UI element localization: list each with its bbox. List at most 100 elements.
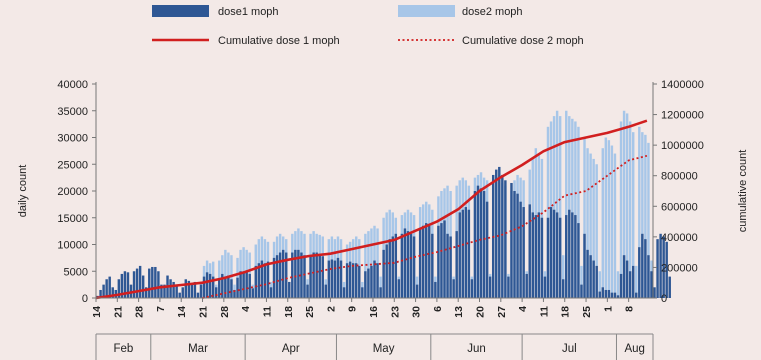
x-tick-label: 4 — [240, 306, 252, 312]
dose1-bar — [330, 259, 334, 298]
dose1-bar — [151, 266, 154, 298]
dose2-bar — [376, 228, 379, 298]
dose2-bar — [224, 249, 227, 298]
legend-cum2-label: Cumulative dose 2 moph — [462, 35, 584, 47]
dose1-bar — [443, 220, 446, 298]
dose1-bar — [345, 263, 349, 298]
dose1-bar — [324, 284, 328, 299]
month-label: May — [373, 343, 395, 355]
dose1-bar — [504, 180, 507, 298]
x-tick-label: 20 — [475, 306, 487, 318]
x-tick-label: 1 — [602, 306, 614, 312]
y-left-tick-label: 40000 — [57, 79, 88, 91]
dose1-bar — [202, 276, 206, 298]
month-label: Aug — [624, 343, 644, 355]
dose1-bar — [382, 249, 385, 298]
x-tick-label: 7 — [155, 306, 167, 312]
dose1-bar — [306, 284, 309, 299]
dose1-bar — [221, 273, 224, 298]
dose1-bar — [513, 191, 516, 298]
dose1-bar — [294, 249, 297, 298]
dose1-bar — [546, 217, 550, 298]
month-label: Feb — [113, 343, 133, 355]
legend-cum1-label: Cumulative dose 1 moph — [218, 35, 340, 47]
dose2-bar — [552, 116, 556, 298]
dose2-bar — [558, 116, 562, 298]
dose1-bar — [534, 215, 538, 298]
dose1-bar — [184, 279, 187, 298]
legend: dose1 moph dose2 moph Cumulative dose 1 mo… — [152, 5, 584, 47]
dose1-bar — [540, 217, 544, 298]
dose1-bar — [224, 276, 227, 298]
dose2-bar — [632, 132, 635, 298]
dose1-bar — [537, 212, 541, 298]
dose1-bar — [376, 263, 379, 298]
dose1-bar — [415, 284, 419, 299]
dose2-bar — [555, 110, 559, 298]
dose1-bar — [236, 277, 239, 298]
dose1-bar — [348, 261, 352, 298]
dose1-bar — [561, 279, 565, 298]
dose1-bar — [370, 265, 373, 298]
dose1-bar — [336, 257, 340, 299]
dose1-bar — [126, 272, 130, 298]
cumulative-dose2-line — [202, 154, 648, 299]
dose1-bar — [488, 276, 492, 298]
cumulative-dose1-line — [95, 119, 648, 300]
y-right-tick-label: 1400000 — [661, 79, 704, 91]
dose1-bars — [96, 166, 671, 299]
dose1-bar — [552, 209, 556, 298]
dose1-bar — [437, 225, 440, 298]
dose1-bar — [218, 279, 221, 298]
dose2-bar — [635, 265, 638, 298]
dose1-bar — [275, 255, 279, 298]
dose1-bar — [187, 280, 191, 298]
dose1-bar — [598, 291, 601, 298]
dose1-bar — [644, 239, 647, 298]
y-right-tick-label: 1200000 — [661, 110, 704, 122]
dose1-bar — [227, 275, 230, 298]
dose2-bar — [616, 271, 620, 298]
dose1-bar — [123, 271, 127, 298]
dose1-bar — [148, 268, 151, 298]
x-tick-label: 28 — [219, 306, 231, 318]
dose2-bar — [589, 153, 592, 298]
dose1-bar — [495, 169, 498, 298]
x-tick-label: 27 — [496, 306, 508, 318]
month-label: Mar — [188, 343, 208, 355]
dose1-bar — [610, 292, 614, 298]
y-left-tick-label: 25000 — [57, 159, 88, 171]
x-tick-label: 2 — [325, 306, 337, 312]
x-tick-label: 11 — [261, 306, 273, 317]
dose1-bar — [117, 279, 121, 298]
x-tick-label: 21 — [198, 306, 210, 318]
dose1-bar — [99, 289, 102, 298]
x-tick-label: 28 — [134, 306, 146, 318]
dose1-bar — [580, 284, 583, 299]
dose1-bar — [242, 272, 245, 298]
month-label: Apr — [282, 343, 300, 355]
dose1-bar — [601, 287, 604, 298]
dose1-bar — [215, 287, 218, 298]
dose1-bar — [278, 252, 282, 298]
y-right-tick-label: 200000 — [661, 262, 698, 274]
dose1-bar — [163, 284, 166, 299]
dose2-bar — [625, 113, 629, 298]
dose1-bar — [622, 255, 626, 298]
dose2-bar — [638, 126, 641, 298]
dose1-bar — [418, 228, 422, 298]
dose1-bar — [379, 287, 382, 298]
dose1-bar — [589, 255, 592, 298]
dose1-bar — [157, 271, 160, 298]
dose2-bar — [644, 134, 647, 298]
x-tick-label: 11 — [538, 306, 550, 317]
dose2-bar — [641, 132, 644, 298]
dose1-bar — [574, 215, 577, 298]
dose1-bar — [300, 252, 303, 298]
dose1-bar — [470, 279, 474, 298]
dose1-bar — [239, 271, 242, 298]
dose1-bar — [251, 288, 254, 298]
y-left-tick-label: 30000 — [57, 133, 88, 145]
dose2-bar — [574, 121, 577, 298]
